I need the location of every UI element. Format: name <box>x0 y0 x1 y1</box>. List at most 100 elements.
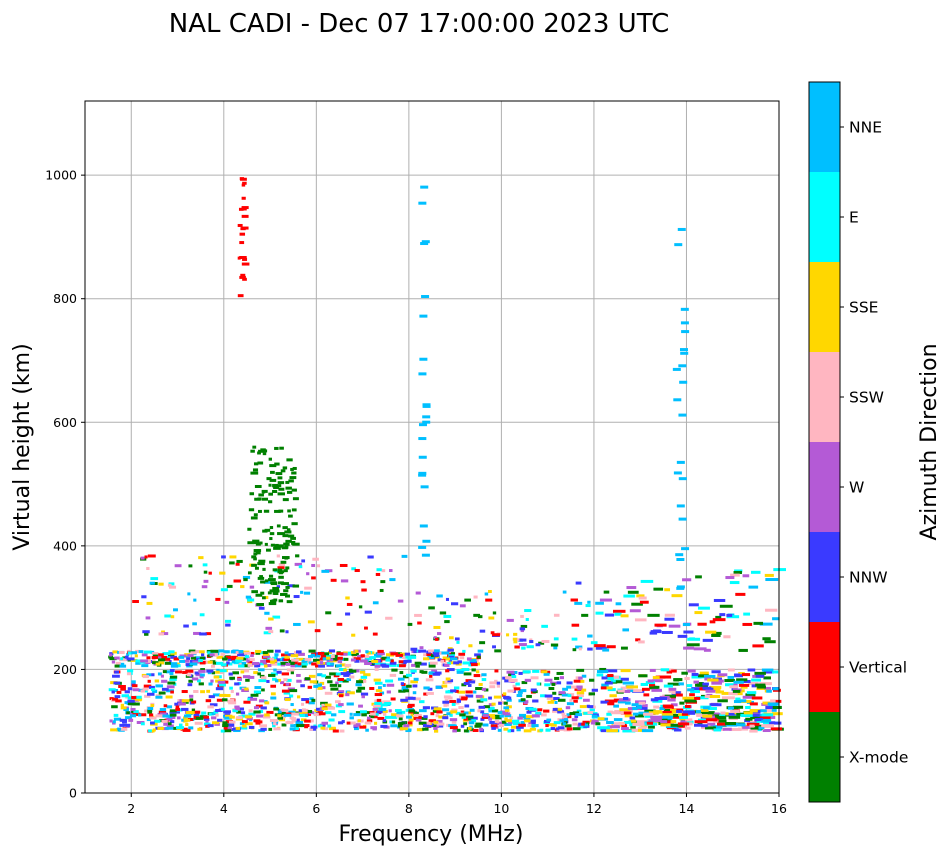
echo-point <box>607 677 615 681</box>
echo-point <box>260 676 267 680</box>
colorbar-tick-label: Vertical <box>849 659 907 677</box>
echo-point <box>286 720 290 724</box>
echo-point <box>313 684 319 688</box>
echo-point <box>605 669 618 673</box>
echo-point <box>696 682 704 686</box>
echo-point <box>591 719 599 723</box>
echo-point <box>572 711 580 715</box>
echo-point <box>288 710 296 714</box>
echo-point <box>240 670 245 674</box>
echo-point <box>489 681 497 685</box>
echo-point <box>465 690 473 694</box>
echo-point <box>435 685 442 689</box>
echo-point <box>250 471 259 475</box>
echo-point <box>320 701 328 705</box>
echo-point <box>296 673 301 677</box>
echo-point <box>422 403 431 407</box>
echo-point <box>297 652 305 656</box>
echo-point <box>364 721 372 725</box>
echo-point <box>269 532 275 536</box>
echo-point <box>379 691 385 695</box>
echo-point <box>212 693 220 697</box>
echo-point <box>396 652 402 656</box>
echo-point <box>372 727 377 731</box>
echo-point <box>308 661 314 665</box>
echo-point <box>215 713 219 717</box>
echo-point <box>276 670 282 674</box>
echo-point <box>435 725 440 729</box>
echo-point <box>545 724 549 728</box>
echo-point <box>162 652 171 656</box>
echo-point <box>761 719 770 723</box>
echo-point <box>531 721 536 725</box>
echo-point <box>666 670 673 674</box>
echo-point <box>530 719 536 723</box>
echo-point <box>239 722 245 726</box>
echo-point <box>284 698 291 702</box>
echo-point <box>702 638 713 642</box>
echo-point <box>254 497 261 501</box>
echo-point <box>119 723 125 727</box>
x-tick-label: 10 <box>493 801 509 816</box>
echo-point <box>223 680 229 684</box>
echo-point <box>127 651 133 655</box>
echo-point <box>204 717 210 721</box>
echo-point <box>224 619 232 623</box>
echo-point <box>264 611 270 615</box>
echo-point <box>315 664 319 668</box>
echo-point <box>562 715 568 719</box>
echo-point <box>247 598 255 602</box>
echo-point <box>601 676 613 680</box>
echo-point <box>674 728 682 732</box>
echo-point <box>422 706 430 710</box>
echo-point <box>339 729 345 733</box>
echo-point <box>321 674 326 678</box>
echo-point <box>429 671 434 675</box>
echo-point <box>529 640 534 644</box>
echo-point <box>326 662 331 666</box>
echo-point <box>332 729 339 733</box>
echo-point <box>149 713 154 717</box>
echo-point <box>564 724 572 728</box>
echo-point <box>436 722 445 726</box>
echo-point <box>620 614 629 618</box>
echo-point <box>374 662 382 666</box>
echo-point <box>173 608 178 612</box>
echo-point <box>520 624 528 628</box>
echo-point <box>257 668 265 672</box>
echo-point <box>680 321 689 325</box>
echo-point <box>571 696 579 700</box>
echo-point <box>291 508 297 512</box>
echo-point <box>329 658 334 662</box>
echo-point <box>386 683 395 687</box>
echo-point <box>463 729 469 733</box>
echo-point <box>294 727 299 731</box>
echo-point <box>446 712 451 716</box>
echo-point <box>401 687 409 691</box>
echo-point <box>151 652 159 656</box>
echo-point <box>247 675 255 679</box>
echo-point <box>258 710 264 714</box>
echo-point <box>253 549 262 553</box>
echo-point <box>679 348 688 352</box>
echo-point <box>566 702 574 706</box>
echo-point <box>225 727 232 731</box>
echo-point <box>410 647 418 651</box>
echo-point <box>386 653 394 657</box>
echo-point <box>355 683 362 687</box>
echo-point <box>301 662 308 666</box>
echo-point <box>170 664 179 668</box>
echo-point <box>209 653 215 657</box>
echo-point <box>198 682 204 686</box>
echo-point <box>421 295 430 299</box>
echo-point <box>158 691 166 695</box>
echo-point <box>491 702 496 706</box>
echo-point <box>751 684 757 688</box>
echo-point <box>678 682 684 686</box>
echo-point <box>270 660 275 664</box>
echo-point <box>442 700 450 704</box>
echo-point <box>294 562 302 566</box>
echo-point <box>264 701 270 705</box>
echo-point <box>198 556 204 560</box>
echo-point <box>761 713 774 717</box>
